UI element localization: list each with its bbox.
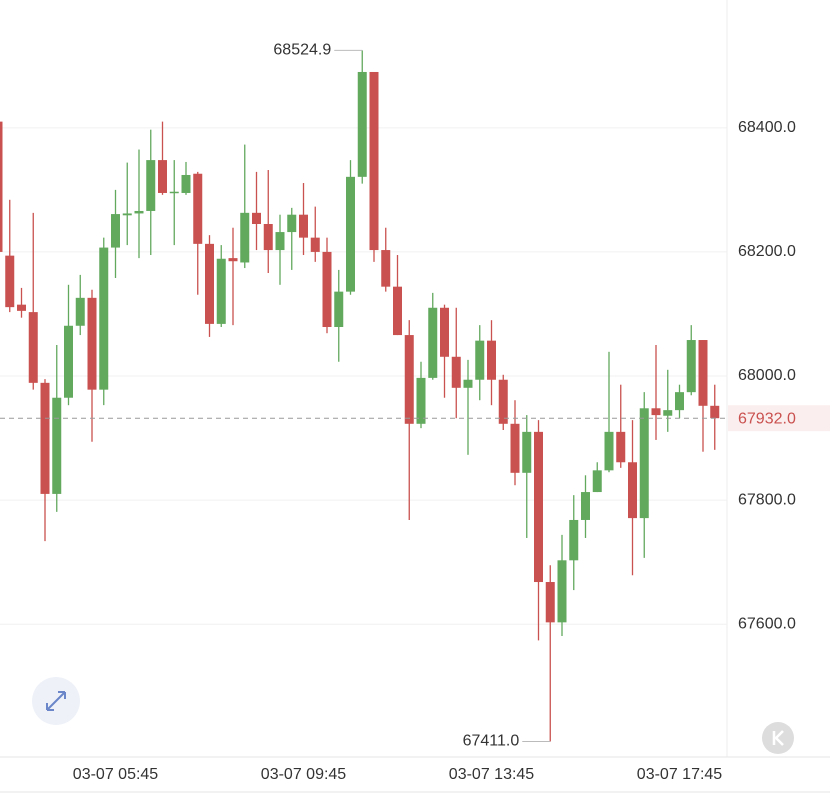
candle-body xyxy=(569,519,579,561)
candle-body xyxy=(310,237,320,252)
expand-button[interactable] xyxy=(32,677,80,725)
candle-body xyxy=(158,160,167,193)
candle-body xyxy=(193,173,203,244)
candle-body xyxy=(428,307,438,378)
y-tick-label: 68000.0 xyxy=(738,367,796,384)
y-tick-label: 68200.0 xyxy=(738,243,796,260)
candle-body xyxy=(369,71,379,251)
candle-body xyxy=(64,325,73,398)
candle-body xyxy=(287,214,297,233)
candle-body xyxy=(639,408,649,519)
candle-body xyxy=(498,379,508,424)
candle-body xyxy=(592,470,602,493)
candle-body xyxy=(675,392,684,411)
candle-body xyxy=(40,382,50,494)
candle-body xyxy=(698,340,708,406)
candle-body xyxy=(663,410,673,416)
candle-body xyxy=(416,377,426,424)
plot-area xyxy=(0,50,720,742)
candle-body xyxy=(134,210,144,214)
x-tick-label: 03-07 05:45 xyxy=(73,766,159,783)
candle-body xyxy=(52,397,62,494)
candle-body xyxy=(322,251,332,327)
candle-body xyxy=(463,379,473,388)
candle-body xyxy=(28,312,38,383)
candle-body xyxy=(205,243,214,324)
candle-body xyxy=(404,335,414,424)
candle-body xyxy=(99,247,109,390)
candle-body xyxy=(228,258,238,262)
candle-body xyxy=(5,255,15,308)
candle-body xyxy=(169,191,179,194)
candle-body xyxy=(181,174,191,193)
y-tick-label: 68400.0 xyxy=(738,119,796,136)
candle-body xyxy=(557,560,567,623)
candle-body xyxy=(616,431,626,463)
candle-body xyxy=(346,176,355,292)
candle-body xyxy=(522,431,532,473)
x-tick-label: 03-07 17:45 xyxy=(637,766,723,783)
candle-body xyxy=(252,212,261,224)
candle-body xyxy=(122,213,132,216)
x-tick-label: 03-07 13:45 xyxy=(449,766,535,783)
candle-body xyxy=(534,431,543,583)
candle-body xyxy=(451,356,461,388)
candle-body xyxy=(381,250,391,287)
candle-body xyxy=(146,160,156,211)
candle-body xyxy=(440,307,449,357)
candle-body xyxy=(111,214,120,248)
candle-body xyxy=(240,212,250,263)
candle-body xyxy=(710,405,720,419)
candle-body xyxy=(299,214,308,238)
candle-body xyxy=(510,423,520,473)
candle-body xyxy=(487,340,496,380)
candle-body xyxy=(0,121,3,252)
last-price-label: 67932.0 xyxy=(738,410,796,427)
candle-body xyxy=(393,286,402,336)
max-label: 68524.9 xyxy=(273,42,331,59)
candle-body xyxy=(17,304,26,311)
y-tick-label: 67600.0 xyxy=(738,615,796,632)
candle-body xyxy=(604,431,614,471)
candle-body xyxy=(545,582,555,623)
x-tick-label: 03-07 09:45 xyxy=(261,766,347,783)
candle-body xyxy=(581,492,590,520)
candle-body xyxy=(651,408,661,416)
candle-body xyxy=(628,462,637,519)
candle-body xyxy=(357,71,367,177)
candle-body xyxy=(75,297,85,326)
candle-body xyxy=(216,258,226,324)
candle-body xyxy=(334,291,344,327)
last-price-box xyxy=(728,405,830,432)
candle-body xyxy=(87,297,97,390)
y-tick-label: 67800.0 xyxy=(738,491,796,508)
candle-body xyxy=(275,232,285,251)
candle-body xyxy=(475,340,485,380)
k-button[interactable] xyxy=(762,722,794,754)
candle-body xyxy=(263,223,273,251)
candle-body xyxy=(686,340,696,393)
min-label: 67411.0 xyxy=(463,733,520,750)
